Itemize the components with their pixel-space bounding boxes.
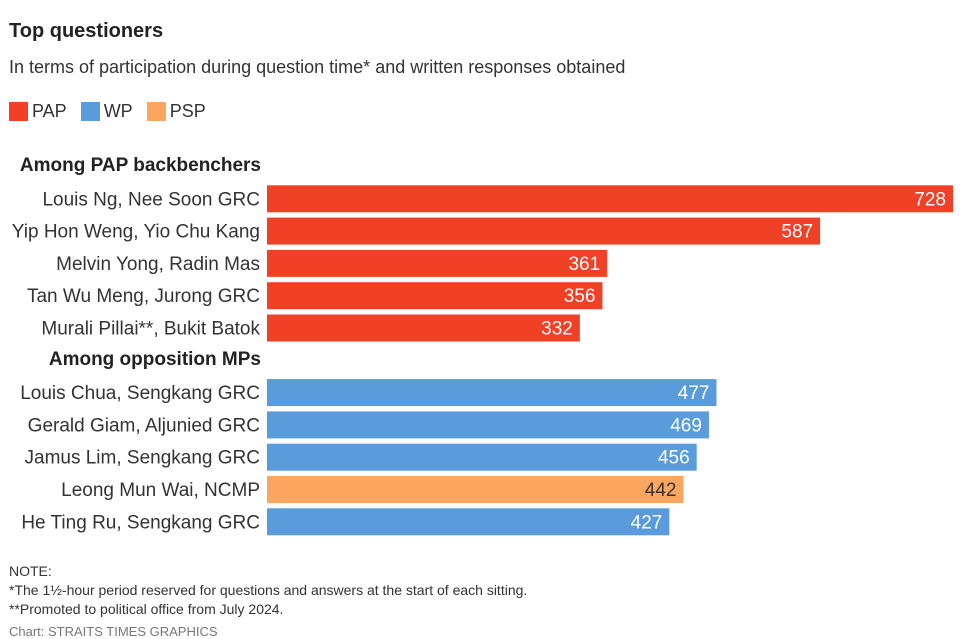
chart-credit: Chart: STRAITS TIMES GRAPHICS: [9, 624, 218, 639]
bar-4: [267, 282, 603, 310]
bar-5: [267, 314, 580, 342]
bar-label-4: Tan Wu Meng, Jurong GRC: [27, 286, 260, 307]
bar-8: [267, 443, 697, 471]
bar-label-8: Jamus Lim, Sengkang GRC: [25, 448, 261, 469]
legend-label-pap: PAP: [32, 101, 67, 121]
legend-swatch-psp: [146, 102, 166, 121]
bar-label-10: He Ting Ru, Sengkang GRC: [21, 512, 260, 533]
legend-label-psp: PSP: [169, 101, 206, 121]
bar-label-1: Louis Ng, Nee Soon GRC: [42, 189, 260, 210]
legend-item-wp: WP: [80, 101, 133, 122]
bar-chart: Among PAP backbenchers Louis Ng, Nee Soon…: [12, 155, 953, 536]
bar-label-5: Murali Pillai**, Bukit Batok: [41, 319, 260, 340]
notes-heading: NOTE:: [9, 563, 52, 579]
bar-10: [267, 508, 670, 536]
chart-notes: NOTE: *The 1½-hour period reserved for q…: [9, 562, 527, 619]
data-label-4: 356: [564, 286, 596, 307]
group-heading-1: Among PAP backbenchers: [20, 155, 261, 176]
legend-item-pap: PAP: [9, 101, 67, 122]
data-label-10: 427: [631, 512, 663, 533]
bar-2: [267, 217, 821, 245]
group-heading-2: Among opposition MPs: [49, 349, 261, 370]
data-label-3: 361: [568, 254, 600, 275]
bar-6: [267, 379, 717, 407]
bar-label-7: Gerald Giam, Aljunied GRC: [28, 415, 260, 436]
note-line-1: *The 1½-hour period reserved for questio…: [9, 582, 528, 598]
legend-item-psp: PSP: [146, 101, 206, 122]
data-label-9: 442: [645, 480, 677, 501]
bar-label-3: Melvin Yong, Radin Mas: [56, 254, 260, 275]
data-label-6: 477: [678, 383, 710, 404]
bar-label-2: Yip Hon Weng, Yio Chu Kang: [12, 222, 260, 243]
bar-7: [267, 411, 709, 439]
data-label-1: 728: [914, 189, 946, 210]
bar-label-9: Leong Mun Wai, NCMP: [61, 480, 260, 501]
chart-subtitle: In terms of participation during questio…: [9, 57, 626, 77]
data-label-5: 332: [541, 319, 573, 340]
data-label-8: 456: [658, 448, 690, 469]
chart-title: Top questioners: [9, 20, 164, 42]
bar-9: [267, 476, 684, 503]
legend-swatch-wp: [80, 102, 100, 121]
bar-3: [267, 249, 608, 277]
note-line-2: **Promoted to political office from July…: [9, 601, 284, 617]
data-label-7: 469: [670, 415, 702, 436]
bar-label-6: Louis Chua, Sengkang GRC: [20, 383, 260, 404]
data-label-2: 587: [781, 222, 813, 243]
legend-swatch-pap: [9, 102, 28, 121]
legend-label-wp: WP: [103, 101, 133, 121]
chart-legend: PAP WP PSP: [9, 101, 220, 122]
bar-1: [267, 185, 953, 213]
